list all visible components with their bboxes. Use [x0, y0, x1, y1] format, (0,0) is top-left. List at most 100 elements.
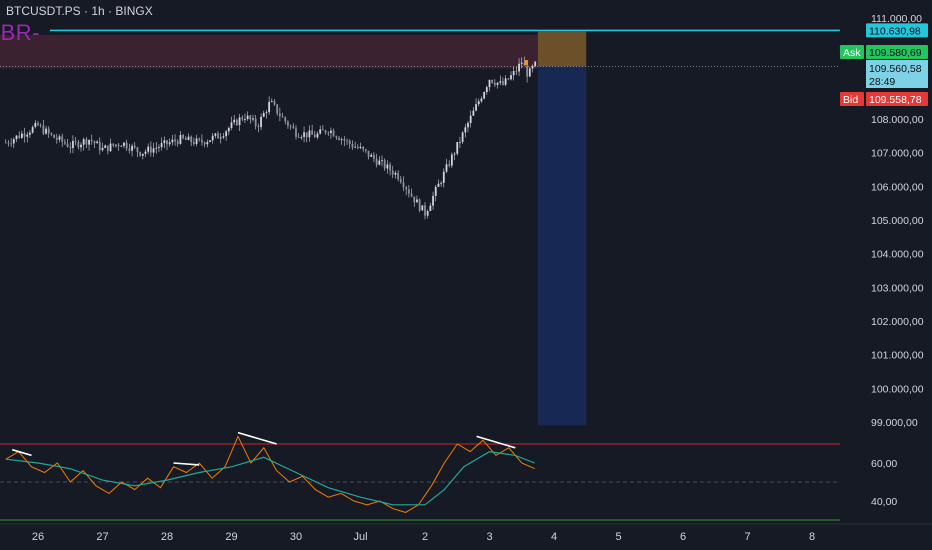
candle-body: [383, 160, 386, 169]
candle-body: [246, 115, 249, 120]
candle-body: [370, 154, 373, 157]
resistance-price-tag-bg: [866, 23, 928, 38]
candle-body: [467, 122, 469, 128]
candle-body: [209, 140, 211, 142]
price-tick-label: 104.000,00: [871, 249, 924, 261]
candle-body: [359, 146, 362, 148]
candle-body: [418, 199, 421, 211]
candle-body: [459, 141, 461, 143]
take-profit-zone: [537, 66, 587, 426]
candle-body: [171, 139, 174, 143]
candle-body: [85, 139, 88, 145]
candle-body: [80, 144, 82, 148]
candle-body: [340, 139, 343, 141]
candle-body: [504, 78, 507, 85]
candle-body: [206, 141, 209, 145]
candle-body: [141, 153, 144, 156]
candle-body: [117, 144, 120, 147]
candle-body: [112, 143, 115, 146]
candle-body: [190, 136, 193, 143]
candle-body: [12, 139, 15, 144]
candle-body: [424, 205, 426, 216]
candle-body: [300, 137, 303, 138]
candle-body: [252, 118, 254, 120]
candle-body: [15, 135, 18, 140]
candle-body: [440, 182, 443, 184]
candle-body: [477, 101, 480, 105]
candle-body: [507, 78, 510, 80]
candle-body: [101, 147, 104, 151]
time-tick-label: 6: [680, 531, 686, 543]
candle-body: [257, 125, 260, 128]
time-tick-label: 29: [225, 531, 237, 543]
candle-body: [131, 145, 133, 151]
candle-body: [31, 127, 34, 133]
candle-body: [45, 128, 47, 134]
candle-body: [147, 146, 150, 152]
candle-body: [434, 186, 437, 196]
candle-body: [356, 146, 359, 148]
candle-body: [448, 164, 451, 166]
candle-body: [518, 63, 520, 72]
candle-body: [405, 187, 408, 190]
candle-body: [179, 135, 182, 144]
candle-body: [461, 132, 464, 142]
candle-body: [29, 132, 31, 135]
time-tick-label: 28: [161, 531, 173, 543]
candle-body: [407, 189, 410, 194]
candle-body: [426, 210, 429, 216]
candle-body: [160, 143, 163, 148]
candle-body: [308, 130, 311, 138]
candle-body: [515, 71, 518, 72]
candle-body: [445, 164, 448, 172]
candle-body: [292, 126, 295, 129]
candle-body: [214, 133, 217, 136]
candle-body: [502, 81, 504, 85]
candle-body: [528, 68, 531, 77]
candle-body: [499, 81, 502, 83]
candle-body: [109, 143, 112, 152]
candle-body: [378, 160, 381, 165]
candle-body: [319, 129, 322, 134]
candle-body: [69, 146, 72, 148]
supply-zone: [0, 34, 538, 69]
candle-body: [125, 142, 128, 149]
candle-body: [287, 121, 289, 126]
candle-body: [262, 112, 265, 117]
candle-body: [268, 101, 271, 113]
candle-body: [348, 140, 351, 144]
candle-body: [332, 130, 335, 137]
candle-body: [526, 65, 529, 77]
candle-body: [235, 119, 238, 126]
candle-body: [158, 147, 160, 149]
candle-body: [168, 142, 171, 145]
candle-body: [480, 98, 483, 102]
candle-body: [523, 62, 526, 66]
bid-tag: Bid: [843, 94, 858, 106]
candle-body: [66, 143, 69, 147]
candle-body: [531, 65, 534, 69]
stop-loss-zone: [537, 31, 587, 67]
candle-body: [26, 134, 29, 137]
candle-body: [335, 136, 338, 138]
candle-body: [244, 119, 246, 120]
candle-body: [485, 87, 488, 93]
candle-body: [373, 154, 375, 159]
candle-body: [37, 122, 39, 126]
candle-body: [389, 164, 391, 171]
price-tick-label: 105.000,00: [871, 215, 924, 227]
candle-body: [386, 164, 389, 169]
candle-body: [367, 150, 370, 157]
candle-body: [432, 195, 434, 206]
candle-body: [351, 143, 354, 148]
rsi-ma-line: [5, 450, 535, 506]
candle-body: [55, 137, 58, 140]
candle-body: [163, 140, 166, 144]
candle-body: [98, 141, 101, 151]
bid-price-tag-bg: [866, 92, 928, 106]
price-axis-panel: [840, 0, 932, 550]
candle-body: [413, 196, 416, 203]
price-tick-label: 103.000,00: [871, 282, 924, 294]
price-tick-label: 102.000,00: [871, 316, 924, 328]
